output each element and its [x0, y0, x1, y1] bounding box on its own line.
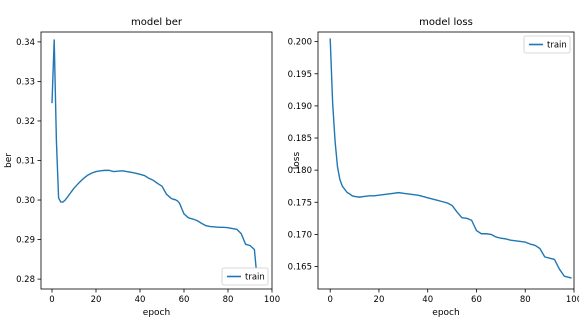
ber-x-tick-label: 60 [179, 295, 190, 305]
ber-y-tick-label: 0.28 [16, 275, 35, 285]
loss-legend: train [523, 35, 571, 54]
loss-y-tick-label: 0.180 [288, 166, 312, 176]
loss-y-tick-label: 0.195 [288, 70, 312, 80]
loss-plot-frame [317, 31, 575, 290]
ber-y-tick-label: 0.33 [16, 77, 35, 87]
loss-y-tick-label: 0.200 [288, 38, 312, 48]
ber-subplot: model ber 0 20 40 60 80 100 0.28 0.29 0.30 0.31 0.3… [4, 17, 280, 318]
ber-y-axis-label: ber [4, 153, 14, 168]
loss-y-tick-label: 0.190 [288, 102, 312, 112]
ber-x-tick-label: 100 [264, 295, 280, 305]
ber-y-tick-label: 0.32 [16, 117, 35, 127]
loss-y-tick-label: 0.175 [288, 198, 312, 208]
ber-chart-title: model ber [131, 17, 183, 28]
loss-x-tick-label: 60 [471, 295, 482, 305]
ber-legend-label: train [245, 273, 265, 283]
ber-y-tick-label: 0.30 [16, 196, 35, 206]
ber-plot-frame [40, 31, 273, 290]
ber-x-tick-label: 0 [49, 295, 54, 305]
ber-legend: train [221, 267, 269, 286]
ber-series-line-train [51, 39, 258, 274]
loss-x-tick-label: 80 [520, 295, 531, 305]
loss-y-axis-label: loss [292, 151, 302, 169]
ber-y-tick-label: 0.34 [16, 38, 35, 48]
ber-x-tick-label: 80 [223, 295, 234, 305]
loss-x-tick-label: 100 [566, 295, 579, 305]
loss-chart-title: model loss [419, 17, 473, 28]
loss-x-tick-label: 40 [422, 295, 433, 305]
loss-series-line-train [329, 38, 572, 279]
loss-y-tick-label: 0.170 [288, 230, 312, 240]
loss-x-tick-label: 20 [374, 295, 385, 305]
ber-x-tick-label: 40 [135, 295, 146, 305]
loss-subplot: model loss 0 20 40 60 80 100 0.165 0.170 0.175 0.1… [288, 17, 579, 318]
loss-x-tick-label: 0 [327, 295, 332, 305]
ber-y-tick-label: 0.29 [16, 236, 35, 246]
loss-legend-label: train [547, 41, 567, 51]
loss-legend-box [523, 35, 571, 54]
ber-legend-box [221, 267, 269, 286]
ber-x-axis-label: epoch [143, 308, 170, 318]
loss-y-tick-label: 0.185 [288, 134, 312, 144]
loss-x-axis-label: epoch [432, 308, 459, 318]
loss-y-tick-label: 0.165 [288, 263, 312, 273]
ber-y-tick-label: 0.31 [16, 157, 35, 167]
ber-x-tick-label: 20 [91, 295, 102, 305]
